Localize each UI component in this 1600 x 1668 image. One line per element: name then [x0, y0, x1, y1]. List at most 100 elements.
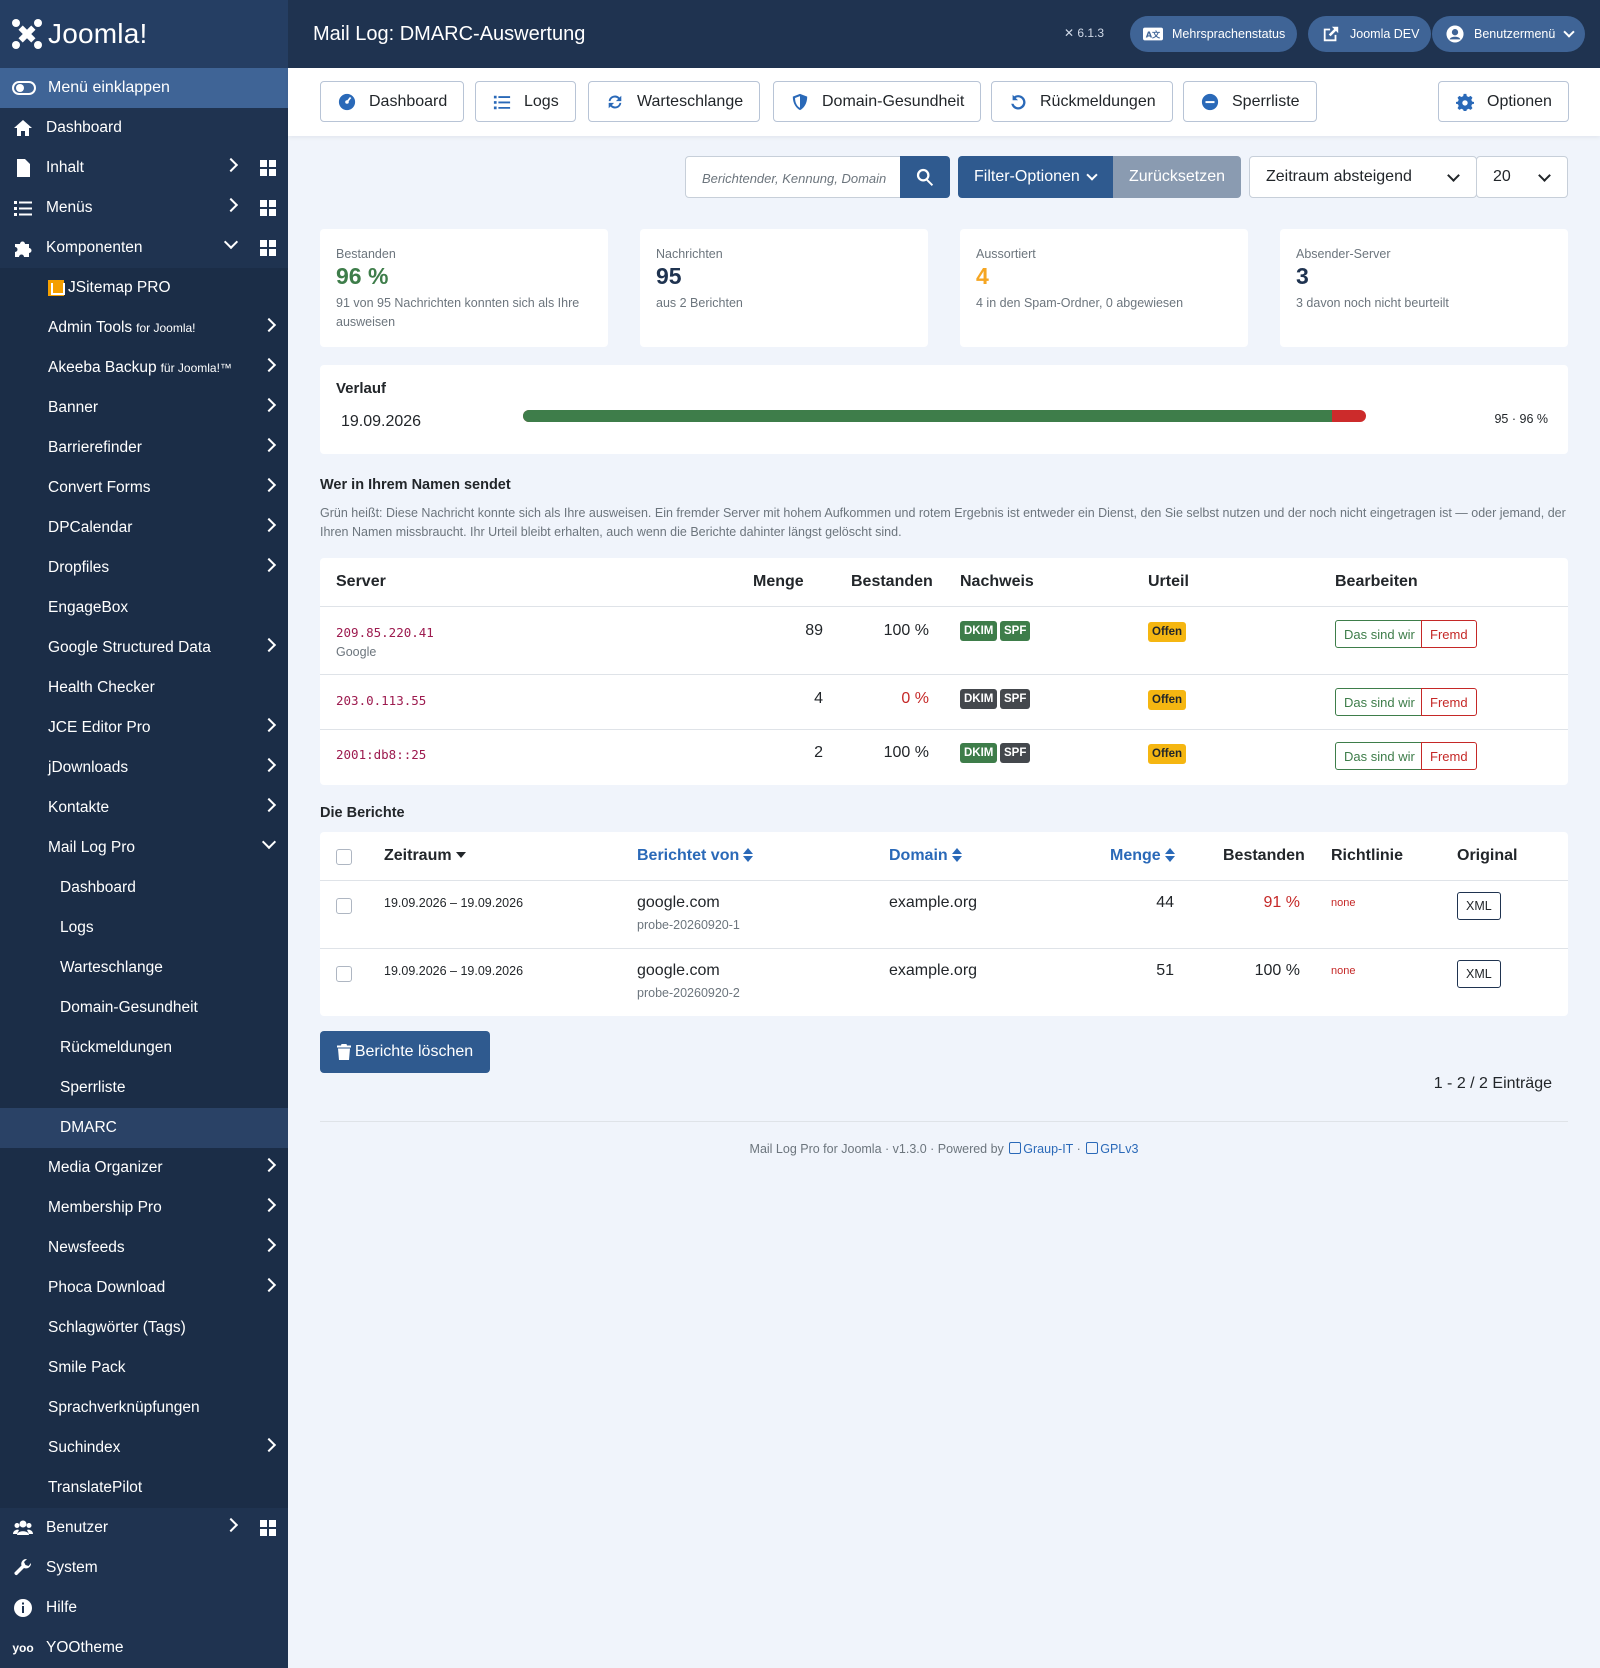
server-passed: 0 %: [901, 690, 929, 707]
reset-button[interactable]: Zurücksetzen: [1113, 156, 1241, 198]
server-ip: 209.85.220.41: [336, 625, 434, 640]
mark-foreign-button[interactable]: Fremd: [1421, 742, 1477, 770]
wrench-icon: [12, 1558, 34, 1578]
xml-button[interactable]: XML: [1457, 960, 1501, 988]
sidebar-item-label: Banner: [48, 399, 98, 416]
sidebar-item-translatepilot[interactable]: TranslatePilot: [0, 1468, 288, 1508]
sidebar-item-health-checker[interactable]: Health Checker: [0, 668, 288, 708]
multilang-status-button[interactable]: A文 Mehrsprachenstatus: [1130, 16, 1298, 52]
toolbar-domain-health-button[interactable]: Domain-Gesundheit: [773, 81, 982, 122]
filter-options-button[interactable]: Filter-Optionen: [958, 156, 1113, 198]
sidebar-item-search-index[interactable]: Suchindex: [0, 1428, 288, 1468]
toolbar-blocklist-button[interactable]: Sperrliste: [1183, 81, 1317, 122]
verlauf-progress-bar: [523, 410, 1366, 422]
sidebar-item-components[interactable]: Komponenten: [0, 228, 288, 268]
toolbar-feedback-button[interactable]: Rückmeldungen: [991, 81, 1173, 122]
sidebar-item-membership-pro[interactable]: Membership Pro: [0, 1188, 288, 1228]
brand[interactable]: Joomla!: [0, 0, 288, 68]
chevron-right-icon: [261, 1437, 277, 1453]
column-header-reporter[interactable]: Berichtet von: [637, 847, 754, 865]
select-all-checkbox[interactable]: [336, 849, 352, 865]
row-checkbox[interactable]: [336, 966, 352, 982]
sidebar-item-label: Domain-Gesundheit: [60, 999, 198, 1016]
site-link-button[interactable]: Joomla DEV: [1308, 16, 1432, 52]
column-header-domain-label: Domain: [889, 847, 948, 864]
sidebar-item-content[interactable]: Inhalt: [0, 148, 288, 188]
mark-foreign-button[interactable]: Fremd: [1421, 688, 1477, 716]
dashboard-grid-icon[interactable]: [260, 200, 276, 216]
footer-link-gplv3[interactable]: GPLv3: [1100, 1142, 1139, 1156]
mark-ours-button[interactable]: Das sind wir: [1335, 620, 1424, 648]
sidebar-item-label: Convert Forms: [48, 479, 151, 496]
sidebar-item-admin-tools[interactable]: Admin Tools for Joomla!: [0, 308, 288, 348]
sidebar-item-label: Sprachverknüpfungen: [48, 1399, 200, 1416]
xml-button[interactable]: XML: [1457, 892, 1501, 920]
dashboard-grid-icon[interactable]: [260, 1520, 276, 1536]
sidebar-item-kontakte[interactable]: Kontakte: [0, 788, 288, 828]
sidebar-item-smile-pack[interactable]: Smile Pack: [0, 1348, 288, 1388]
column-header-count[interactable]: Menge: [1110, 847, 1175, 865]
sidebar-item-barrierefinder[interactable]: Barrierefinder: [0, 428, 288, 468]
user-menu-button[interactable]: Benutzermenü: [1432, 16, 1586, 52]
sidebar-item-jsitemap[interactable]: JSitemap PRO: [0, 268, 288, 308]
sidebar-item-users[interactable]: Benutzer: [0, 1508, 288, 1548]
sidebar-item-media-organizer[interactable]: Media Organizer: [0, 1148, 288, 1188]
delete-reports-button[interactable]: Berichte löschen: [320, 1031, 490, 1073]
sidebar-item-mail-log-dmarc[interactable]: DMARC: [0, 1108, 288, 1148]
column-header-period[interactable]: Zeitraum: [384, 847, 466, 865]
column-header-policy: Richtlinie: [1331, 847, 1404, 864]
search-input[interactable]: Berichtender, Kennung, Domain: [685, 156, 901, 198]
sidebar-item-label: DPCalendar: [48, 519, 133, 536]
dashboard-grid-icon[interactable]: [260, 240, 276, 256]
mark-ours-button[interactable]: Das sind wir: [1335, 742, 1424, 770]
sidebar-item-phoca-download[interactable]: Phoca Download: [0, 1268, 288, 1308]
sidebar-item-mail-log-dashboard[interactable]: Dashboard: [0, 868, 288, 908]
mark-ours-button[interactable]: Das sind wir: [1335, 688, 1424, 716]
sidebar-item-language-associations[interactable]: Sprachverknüpfungen: [0, 1388, 288, 1428]
report-domain: example.org: [889, 894, 978, 911]
sidebar-item-mail-log-logs[interactable]: Logs: [0, 908, 288, 948]
row-divider: [320, 674, 1568, 675]
sidebar-item-convert-forms[interactable]: Convert Forms: [0, 468, 288, 508]
sidebar-item-mail-log-blocklist[interactable]: Sperrliste: [0, 1068, 288, 1108]
toolbar-queue-button[interactable]: Warteschlange: [588, 81, 761, 122]
sidebar-item-yootheme[interactable]: yoo YOOtheme: [0, 1628, 288, 1668]
reports-section-title: Die Berichte: [320, 805, 405, 821]
sidebar-item-label: Akeeba Backup: [48, 359, 157, 376]
mark-foreign-button[interactable]: Fremd: [1421, 620, 1477, 648]
sidebar-item-mail-log-feedback[interactable]: Rückmeldungen: [0, 1028, 288, 1068]
brand-name: Joomla!: [48, 18, 148, 49]
sidebar-item-help[interactable]: Hilfe: [0, 1588, 288, 1628]
sidebar-item-system[interactable]: System: [0, 1548, 288, 1588]
sort-icon: [743, 848, 754, 862]
sidebar-item-mail-log-pro[interactable]: Mail Log Pro: [0, 828, 288, 868]
sidebar-item-akeeba-backup[interactable]: Akeeba Backup für Joomla!™: [0, 348, 288, 388]
spf-badge: SPF: [1000, 621, 1031, 641]
sidebar-item-mail-log-domain-health[interactable]: Domain-Gesundheit: [0, 988, 288, 1028]
sidebar-item-tags[interactable]: Schlagwörter (Tags): [0, 1308, 288, 1348]
sidebar-item-engagebox[interactable]: EngageBox: [0, 588, 288, 628]
sidebar-item-label: Health Checker: [48, 679, 155, 696]
ordering-select[interactable]: Zeitraum absteigend: [1249, 156, 1477, 198]
sidebar-item-dpcalendar[interactable]: DPCalendar: [0, 508, 288, 548]
footer-link-graup-it[interactable]: Graup-IT: [1023, 1142, 1074, 1156]
collapse-menu-button[interactable]: Menü einklappen: [0, 68, 288, 108]
toolbar-logs-button[interactable]: Logs: [475, 81, 576, 122]
column-header-domain[interactable]: Domain: [889, 847, 962, 865]
sidebar-item-menus[interactable]: Menüs: [0, 188, 288, 228]
stat-label: Nachrichten: [656, 247, 723, 261]
limit-select[interactable]: 20: [1476, 156, 1568, 198]
sidebar-item-newsfeeds[interactable]: Newsfeeds: [0, 1228, 288, 1268]
sidebar-item-banner[interactable]: Banner: [0, 388, 288, 428]
sidebar-item-google-structured-data[interactable]: Google Structured Data: [0, 628, 288, 668]
sidebar-item-mail-log-queue[interactable]: Warteschlange: [0, 948, 288, 988]
toolbar-dashboard-button[interactable]: Dashboard: [320, 81, 465, 122]
sidebar-item-jce-editor[interactable]: JCE Editor Pro: [0, 708, 288, 748]
row-checkbox[interactable]: [336, 898, 352, 914]
search-button[interactable]: [900, 156, 950, 198]
sidebar-item-dropfiles[interactable]: Dropfiles: [0, 548, 288, 588]
sidebar-item-jdownloads[interactable]: jDownloads: [0, 748, 288, 788]
dashboard-grid-icon[interactable]: [260, 160, 276, 176]
sidebar-item-dashboard[interactable]: Dashboard: [0, 108, 288, 148]
toolbar-options-button[interactable]: Optionen: [1438, 81, 1569, 122]
